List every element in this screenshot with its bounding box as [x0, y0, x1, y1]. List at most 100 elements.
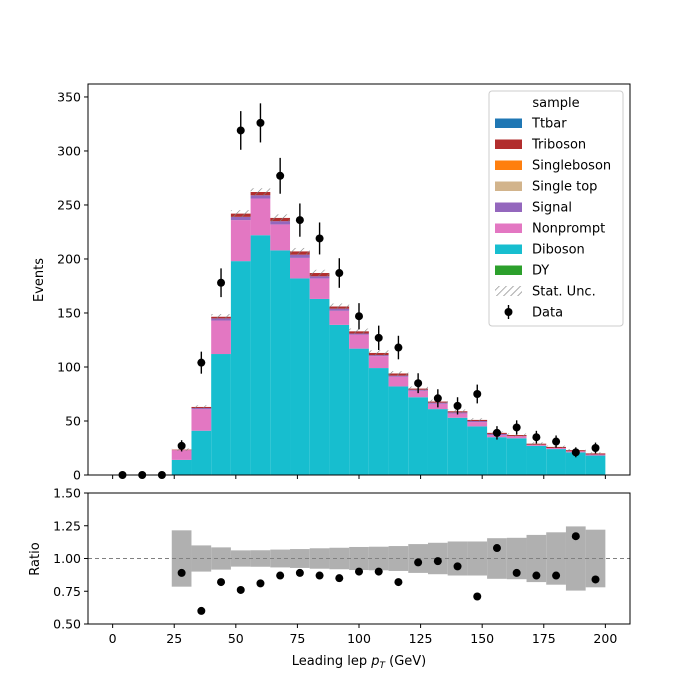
bar-diboson-24	[585, 455, 606, 475]
bar-diboson-15	[408, 397, 428, 475]
data-point-18	[473, 389, 482, 398]
data-points	[118, 103, 600, 479]
stat-unc-bin-9	[290, 247, 310, 255]
data-point-6	[236, 126, 245, 135]
ratio-band-bin-22	[546, 532, 566, 585]
ratio-y-axis-label: Ratio	[28, 542, 43, 575]
stat-unc-bin-20	[506, 433, 527, 437]
bar-diboson-8	[270, 250, 291, 475]
data-point-17	[453, 401, 462, 410]
ratio-point-13	[433, 557, 442, 566]
y-axis-label: Events	[32, 258, 47, 302]
data-point-24	[591, 443, 600, 452]
ratio-point-1	[197, 606, 206, 615]
data-point-21	[532, 433, 541, 442]
bar-diboson-6	[230, 261, 251, 475]
data-point-3	[177, 441, 186, 450]
stat-unc-bin-5	[211, 314, 231, 320]
ratio-y-axis: 0.50 0.75 1.00 1.25 1.50	[53, 486, 88, 632]
ratio-band-bin-6	[230, 550, 251, 567]
ratio-band-bin-18	[467, 541, 488, 576]
legend-label-single-top: Single top	[532, 180, 597, 195]
bar-signal-9	[290, 254, 310, 258]
stat-unc-bin-8	[270, 214, 291, 222]
legend-item-data: Data	[504, 305, 563, 321]
ratio-point-20	[571, 532, 580, 541]
bar-diboson-10	[309, 298, 330, 475]
legend-item-ttbar: Ttbar	[495, 117, 567, 132]
bar-nonprompt-11	[329, 310, 350, 325]
data-point-22	[552, 437, 561, 446]
legend-item-single-top: Single top	[495, 180, 597, 195]
legend-item-dy: DY	[495, 264, 549, 279]
bar-diboson-21	[526, 445, 547, 475]
ratio-point-21	[591, 575, 600, 584]
legend-label-singleboson: Singleboson	[532, 159, 611, 174]
legend-swatch-triboson	[495, 139, 522, 149]
legend-label-signal: Signal	[532, 201, 572, 216]
legend-label-diboson: Diboson	[532, 243, 585, 258]
y-tick-label-0: 0	[73, 468, 81, 483]
bar-nonprompt-15	[408, 390, 428, 398]
bar-nonprompt-6	[230, 220, 251, 262]
ratio-point-12	[414, 558, 423, 567]
ratio-band-bin-23	[565, 526, 586, 591]
bar-diboson-22	[546, 449, 566, 475]
legend-item-stat-unc: Stat. Unc.	[495, 285, 596, 300]
legend-label-ttbar: Ttbar	[531, 117, 567, 132]
data-point-23	[571, 448, 580, 457]
bar-diboson-3	[171, 459, 192, 475]
stat-unc-bin-7	[250, 188, 271, 196]
bar-nonprompt-24	[585, 454, 606, 456]
bar-nonprompt-13	[368, 356, 389, 369]
legend-label-triboson: Triboson	[531, 138, 586, 153]
bar-diboson-19	[487, 437, 507, 475]
main-plot-panel: 0 50 100 150 200 250 300 350 Events	[32, 83, 631, 483]
ratio-point-19	[552, 571, 561, 580]
ratio-band-bin-17	[447, 541, 468, 576]
bar-nonprompt-18	[467, 422, 488, 427]
ratio-tick-label-1.25: 1.25	[53, 518, 81, 533]
data-point-9	[295, 216, 304, 225]
ratio-point-10	[374, 567, 383, 576]
legend-item-singleboson: Singleboson	[495, 159, 611, 174]
stat-unc-bin-14	[388, 371, 409, 376]
stat-unc-bin-18	[467, 418, 488, 422]
legend: sample Ttbar Triboson Singleboson Single to…	[488, 90, 624, 327]
legend-swatch-singleboson	[495, 160, 522, 170]
bar-diboson-20	[506, 438, 527, 475]
stat-unc-bin-10	[309, 269, 330, 277]
data-point-11	[335, 269, 344, 278]
bar-nonprompt-17	[447, 413, 468, 418]
ratio-point-5	[276, 571, 285, 580]
ratio-band-bin-7	[250, 550, 271, 567]
bar-diboson-18	[467, 426, 488, 475]
bar-diboson-9	[290, 278, 310, 475]
ratio-point-15	[473, 592, 482, 601]
x-tick-label-175: 175	[532, 631, 556, 646]
data-point-7	[256, 118, 265, 127]
legend-box	[488, 90, 624, 327]
y-tick-label-200: 200	[57, 251, 81, 266]
bar-signal-14	[388, 375, 409, 377]
ratio-point-0	[177, 568, 186, 577]
bar-nonprompt-21	[526, 444, 547, 446]
ratio-tick-label-1.00: 1.00	[53, 551, 81, 566]
stat-unc-bin-21	[526, 442, 547, 446]
data-point-4	[197, 358, 206, 367]
ratio-point-4	[256, 579, 265, 588]
bar-nonprompt-4	[191, 409, 212, 431]
bar-signal-11	[329, 308, 350, 311]
ratio-panel: 0 25 50 75 100 125 150 175 200 0.50 0.75 1.00 1.25 1…	[28, 486, 631, 671]
legend-swatch-dy	[495, 265, 522, 275]
bar-nonprompt-7	[250, 198, 271, 236]
legend-item-diboson: Diboson	[495, 243, 585, 258]
bar-nonprompt-8	[270, 224, 291, 251]
ratio-point-9	[355, 567, 363, 576]
bar-signal-8	[270, 221, 291, 225]
ratio-point-18	[532, 571, 541, 580]
bar-signal-10	[309, 276, 330, 279]
ratio-point-2	[217, 578, 226, 587]
legend-entries: Ttbar Triboson Singleboson Single top Signal…	[495, 117, 611, 321]
x-tick-label-50: 50	[228, 631, 244, 646]
